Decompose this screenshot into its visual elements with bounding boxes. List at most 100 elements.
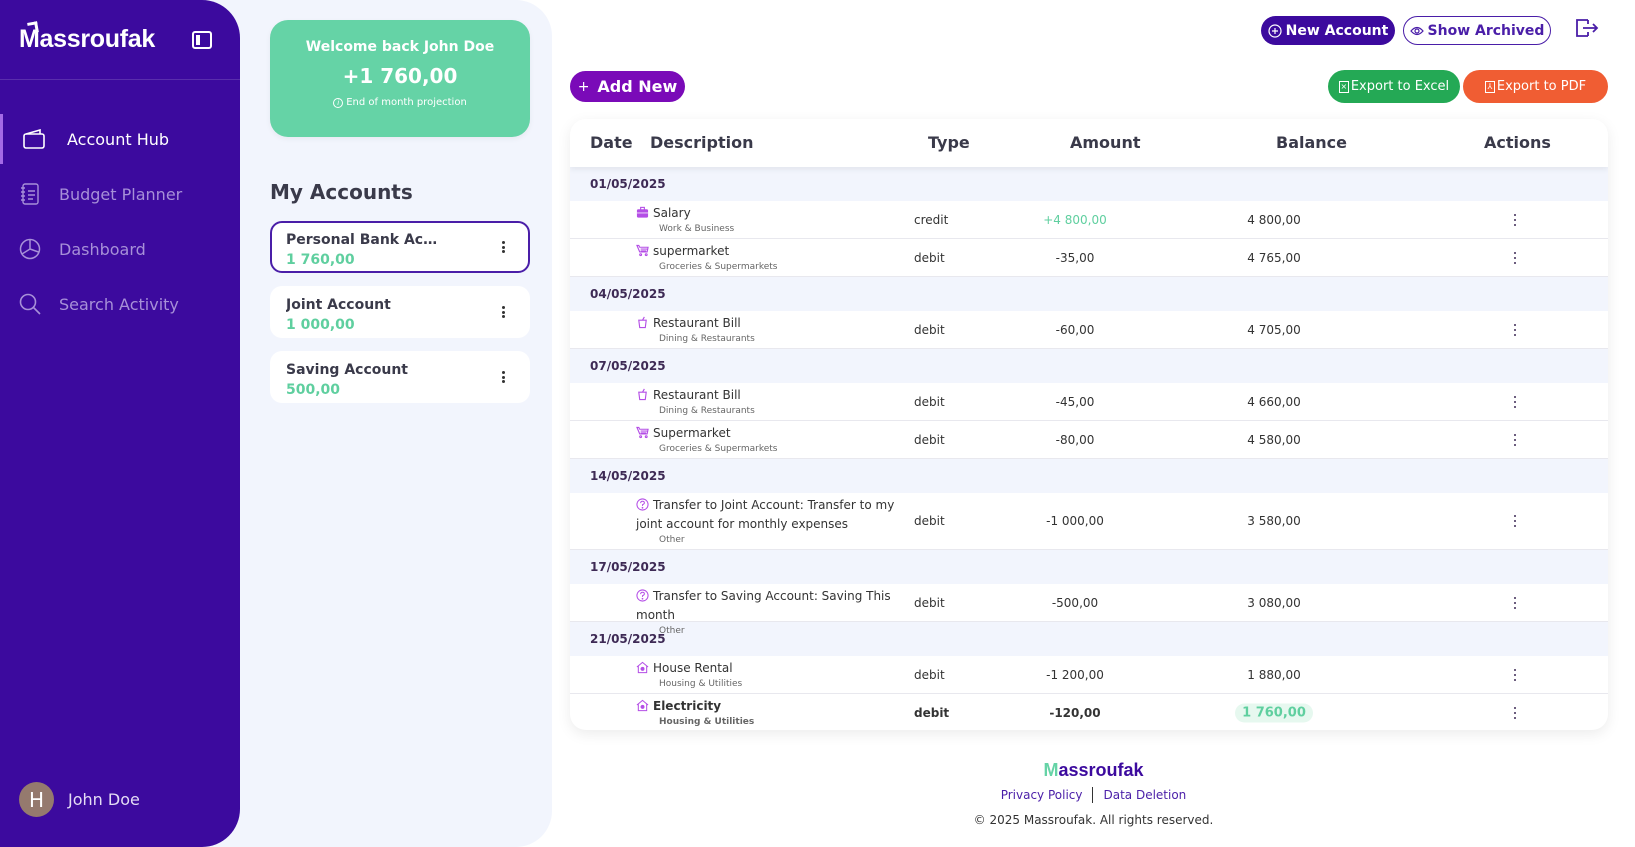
transaction-category: Housing & Utilities [659, 717, 755, 727]
date-group-header: 17/05/2025 [570, 550, 1608, 584]
table-row[interactable]: Supermarket Groceries & Supermarkets deb… [570, 421, 1608, 459]
question-icon [636, 589, 649, 602]
row-actions-icon[interactable] [1510, 514, 1520, 528]
column-header-balance[interactable]: Balance [1276, 133, 1347, 152]
table-row[interactable]: House Rental Housing & Utilities debit -… [570, 656, 1608, 694]
transaction-balance: 1 880,00 [1247, 667, 1301, 682]
transaction-category: Other [659, 535, 685, 545]
row-actions-icon[interactable] [1510, 323, 1520, 337]
brand-logo-m: M [19, 25, 40, 53]
column-header-amount[interactable]: Amount [1070, 133, 1141, 152]
account-card-personal[interactable]: Personal Bank Accou... 1 760,00 [270, 221, 530, 273]
new-account-label: New Account [1285, 22, 1389, 39]
transaction-category: Groceries & Supermarkets [659, 262, 778, 272]
plus-icon: + [577, 78, 590, 95]
column-header-description[interactable]: Description [650, 133, 754, 152]
table-row[interactable]: Transfer to Joint Account: Transfer to m… [570, 493, 1608, 550]
table-row[interactable]: Transfer to Saving Account: Saving This … [570, 584, 1608, 636]
welcome-card: Welcome back John Doe +1 760,00 i End of… [270, 20, 530, 137]
cart-icon [636, 426, 649, 439]
brand-logo-text: assroufak [39, 25, 156, 53]
privacy-policy-link[interactable]: Privacy Policy [1000, 788, 1083, 802]
question-icon [636, 498, 649, 511]
kebab-menu-icon[interactable] [498, 369, 508, 385]
transaction-amount: +4 800,00 [1043, 212, 1107, 227]
table-row-latest[interactable]: Electricity Housing & Utilities debit -1… [570, 694, 1608, 730]
transaction-title: Transfer to Joint Account: Transfer to m… [636, 498, 895, 531]
account-name: Personal Bank Accou... [286, 232, 441, 248]
transaction-category: Other [659, 626, 685, 636]
transaction-title: Salary [653, 206, 691, 220]
account-card-saving[interactable]: Saving Account 500,00 [270, 351, 530, 403]
row-actions-icon[interactable] [1510, 706, 1520, 720]
transaction-balance: 4 800,00 [1247, 212, 1301, 227]
sidebar-item-account-hub[interactable]: Account Hub [0, 114, 240, 164]
account-list: Personal Bank Accou... 1 760,00 Joint Ac… [270, 221, 530, 416]
account-card-joint[interactable]: Joint Account 1 000,00 [270, 286, 530, 338]
table-row[interactable]: Restaurant Bill Dining & Restaurants deb… [570, 383, 1608, 421]
transaction-title: supermarket [653, 244, 730, 258]
transaction-amount: -500,00 [1051, 595, 1099, 610]
row-actions-icon[interactable] [1510, 596, 1520, 610]
sidebar-item-search-activity[interactable]: Search Activity [0, 279, 240, 329]
row-actions-icon[interactable] [1510, 251, 1520, 265]
transaction-balance: 3 580,00 [1247, 514, 1301, 528]
table-row[interactable]: supermarket Groceries & Supermarkets deb… [570, 239, 1608, 277]
transaction-amount: -1 000,00 [1046, 514, 1104, 528]
transaction-category: Dining & Restaurants [659, 334, 755, 344]
projection-note: i End of month projection [270, 97, 530, 108]
excel-file-icon: × [1338, 80, 1349, 93]
sidebar-item-label: Search Activity [59, 294, 179, 314]
sidebar-collapse-icon[interactable] [192, 30, 212, 49]
export-excel-button[interactable]: × Export to Excel [1328, 70, 1460, 103]
row-actions-icon[interactable] [1510, 433, 1520, 447]
sidebar-item-budget-planner[interactable]: Budget Planner [0, 169, 240, 219]
sidebar-item-label: Account Hub [67, 129, 170, 149]
row-actions-icon[interactable] [1510, 213, 1520, 227]
kebab-menu-icon[interactable] [498, 239, 508, 255]
transaction-title: House Rental [653, 661, 733, 675]
transaction-type: debit [914, 514, 945, 528]
show-archived-button[interactable]: Show Archived [1403, 16, 1551, 45]
date-group-header: 07/05/2025 [570, 349, 1608, 383]
pie-chart-icon [19, 238, 41, 260]
transaction-category: Housing & Utilities [659, 679, 743, 689]
footer-links: Privacy Policy Data Deletion [552, 787, 1635, 803]
transaction-category: Groceries & Supermarkets [659, 444, 778, 454]
column-header-date[interactable]: Date [590, 133, 633, 152]
kebab-menu-icon[interactable] [498, 304, 508, 320]
drink-icon [638, 388, 647, 401]
row-actions-icon[interactable] [1510, 395, 1520, 409]
new-account-button[interactable]: New Account [1261, 16, 1395, 45]
logout-icon[interactable] [1575, 18, 1599, 40]
drink-icon [638, 316, 647, 329]
table-row[interactable]: Restaurant Bill Dining & Restaurants deb… [570, 311, 1608, 349]
transaction-type: debit [914, 432, 945, 447]
data-deletion-link[interactable]: Data Deletion [1103, 788, 1187, 802]
transaction-amount: -45,00 [1055, 394, 1095, 409]
sidebar-item-dashboard[interactable]: Dashboard [0, 224, 240, 274]
table-row[interactable]: Salary Work & Business credit +4 800,00 … [570, 201, 1608, 239]
column-header-type[interactable]: Type [928, 133, 970, 152]
wallet-icon [23, 128, 45, 150]
table-header: Date Description Type Amount Balance Act… [570, 119, 1608, 167]
plus-circle-icon [1268, 23, 1282, 38]
export-pdf-button[interactable]: ⅄ Export to PDF [1463, 70, 1608, 103]
row-actions-icon[interactable] [1510, 668, 1520, 682]
transaction-amount: -35,00 [1055, 250, 1095, 265]
export-pdf-label: Export to PDF [1496, 79, 1587, 94]
add-new-button[interactable]: + Add New [570, 71, 685, 102]
add-new-label: Add New [597, 77, 678, 96]
transaction-description: supermarket Groceries & Supermarkets [636, 242, 906, 274]
user-profile[interactable]: H John Doe [19, 782, 140, 817]
sidebar-item-label: Budget Planner [59, 184, 183, 204]
date-group-header: 04/05/2025 [570, 277, 1608, 311]
info-icon: i [333, 97, 344, 108]
copyright: © 2025 Massroufak. All rights reserved. [973, 813, 1214, 827]
avatar: H [19, 782, 54, 817]
